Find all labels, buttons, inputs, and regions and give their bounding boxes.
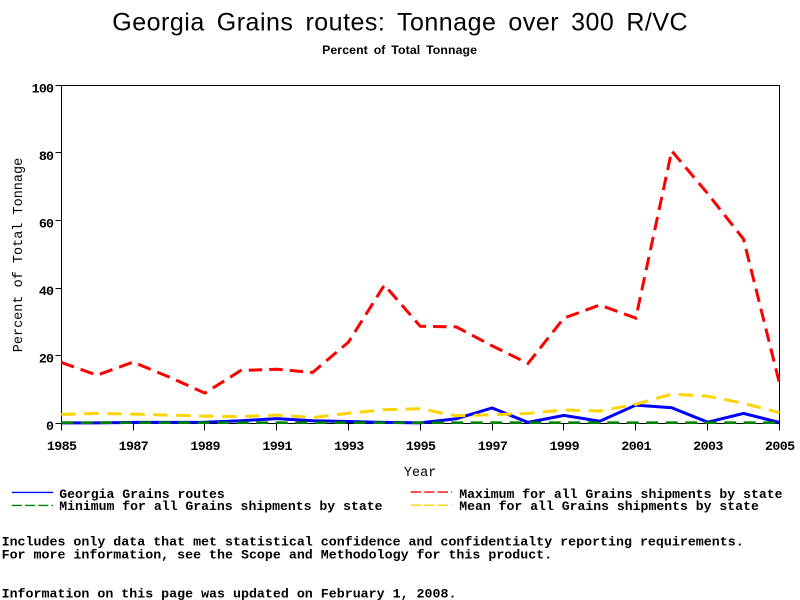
svg-text:1989: 1989 <box>190 439 220 454</box>
svg-text:Maximum for all Grains shipmen: Maximum for all Grains shipments by stat… <box>459 487 782 502</box>
svg-text:100: 100 <box>32 81 54 96</box>
svg-text:Georgia Grains routes: Georgia Grains routes <box>59 487 225 502</box>
svg-text:2003: 2003 <box>693 439 723 454</box>
svg-text:Year: Year <box>404 466 436 481</box>
svg-text:Information on this page was u: Information on this page was updated on … <box>2 587 457 600</box>
svg-text:Includes only data that met st: Includes only data that met statistical … <box>2 535 744 550</box>
svg-text:For more information, see the: For more information, see the Scope and … <box>2 548 553 563</box>
svg-text:80: 80 <box>39 149 54 164</box>
svg-text:1995: 1995 <box>406 439 436 454</box>
svg-text:60: 60 <box>39 217 54 232</box>
svg-text:1991: 1991 <box>262 439 292 454</box>
svg-text:0: 0 <box>46 419 54 434</box>
svg-text:Percent of Total Tonnage: Percent of Total Tonnage <box>12 158 27 352</box>
svg-text:Percent of Total Tonnage: Percent of Total Tonnage <box>322 43 477 57</box>
svg-text:1985: 1985 <box>47 439 77 454</box>
svg-text:Minimum for all Grains shipmen: Minimum for all Grains shipments by stat… <box>59 499 382 514</box>
svg-text:2001: 2001 <box>621 439 651 454</box>
svg-text:Mean for all Grains shipments: Mean for all Grains shipments by state <box>459 499 759 514</box>
svg-text:20: 20 <box>39 352 54 367</box>
svg-text:1997: 1997 <box>478 439 508 454</box>
svg-text:1999: 1999 <box>550 439 580 454</box>
svg-text:1987: 1987 <box>119 439 149 454</box>
svg-text:40: 40 <box>39 284 54 299</box>
svg-text:2005: 2005 <box>765 439 795 454</box>
svg-text:1993: 1993 <box>334 439 364 454</box>
svg-text:Georgia Grains routes: Tonnage: Georgia Grains routes: Tonnage over 300 … <box>112 8 688 36</box>
